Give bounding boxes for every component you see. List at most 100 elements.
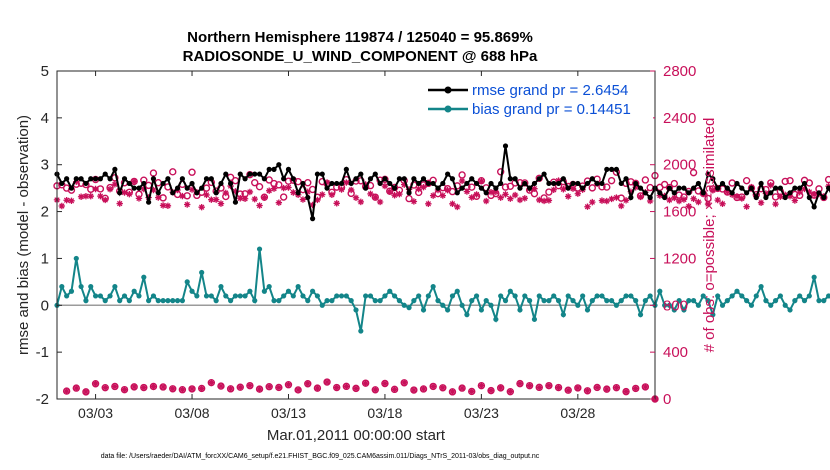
bias-point [338, 293, 345, 299]
bias-point [203, 293, 210, 299]
bias-point [449, 293, 456, 299]
obs-assimilated-bottom-marker [613, 384, 620, 391]
bias-point [126, 298, 132, 304]
obs-assimilated-bottom-marker [401, 379, 408, 386]
bias-point [686, 298, 692, 304]
bias-point [671, 307, 677, 313]
bias-point [748, 302, 755, 308]
obs-assimilated-marker [212, 196, 220, 203]
rmse-point [507, 176, 513, 182]
y-tick-label-right: 2400 [663, 110, 696, 127]
bias-point [546, 298, 552, 304]
obs-assimilated-marker [656, 192, 664, 199]
x-axis-label: Mar.01,2011 00:00:00 start [267, 427, 446, 444]
obs-possible-marker [496, 168, 505, 176]
obs-assimilated-bottom-marker [487, 387, 495, 394]
bias-point [522, 293, 528, 299]
bias-point [324, 298, 330, 304]
obs-assimilated-bottom-marker [323, 378, 331, 386]
bias-point [377, 298, 383, 304]
rmse-point [348, 180, 354, 187]
obs-assimilated-marker [463, 188, 471, 195]
rmse-point [232, 199, 239, 205]
bias-point [425, 293, 431, 299]
y-tick-label-left: 4 [41, 110, 49, 127]
obs-assimilated-bottom-marker [130, 383, 138, 391]
rmse-point [256, 171, 263, 177]
rmse-point [329, 180, 335, 187]
bias-point [772, 298, 779, 304]
rmse-point [189, 180, 195, 187]
obs-assimilated-marker [376, 198, 384, 206]
rmse-point [811, 204, 817, 210]
bias-point [792, 298, 798, 304]
rmse-point [671, 190, 677, 196]
obs-assimilated-marker [304, 188, 311, 196]
bias-point [710, 312, 716, 318]
bias-point [493, 316, 499, 322]
rmse-point [647, 194, 653, 201]
rmse-point [488, 180, 494, 187]
rmse-point [777, 185, 783, 191]
obs-assimilated-bottom-marker [507, 388, 514, 395]
rmse-point [719, 180, 726, 187]
obs-assimilated-bottom-marker [564, 387, 572, 394]
rmse-point [184, 185, 190, 191]
bias-point [498, 293, 504, 299]
obs-assimilated-marker [719, 200, 726, 208]
bias-point [555, 298, 562, 304]
bias-point [551, 293, 557, 299]
rmse-point [131, 185, 137, 191]
legend-rmse-label: rmse grand pr = 2.6454 [472, 82, 628, 99]
rmse-point [575, 180, 581, 187]
obs-possible-marker [279, 193, 288, 201]
obs-assimilated-marker [724, 188, 731, 195]
obs-assimilated-bottom-marker [304, 380, 311, 387]
rmse-point [666, 185, 673, 191]
bias-point [208, 293, 214, 299]
rmse-point [199, 185, 205, 191]
obs-assimilated-marker [111, 181, 119, 188]
bias-point [353, 307, 359, 313]
bias-point [575, 302, 581, 308]
obs-assimilated-marker [622, 197, 630, 204]
rmse-point [801, 180, 808, 187]
obs-assimilated-marker [58, 202, 66, 210]
rmse-point [382, 176, 388, 182]
rmse-point [493, 185, 499, 191]
bias-point [64, 293, 70, 299]
bias-point [782, 302, 788, 308]
obs-assimilated-marker [521, 195, 528, 202]
rmse-point [160, 180, 166, 187]
y-tick-label-right: 400 [663, 344, 688, 361]
obs-assimilated-marker [347, 186, 355, 194]
obs-assimilated-marker [757, 199, 765, 206]
rmse-point [136, 185, 142, 191]
rmse-point [599, 180, 605, 187]
obs-assimilated-marker [328, 191, 336, 198]
chart-title-line-1: Northern Hemisphere 119874 / 125040 = 95… [187, 29, 533, 46]
rmse-point [753, 194, 759, 201]
bias-point [787, 307, 793, 313]
obs-assimilated-marker [444, 186, 451, 194]
obs-assimilated-marker [285, 184, 292, 191]
ticks-layer: -2 -1 0 1 2 3 4 5 0 400 800 1200 1600 2000 2400 2800 03/… [36, 63, 697, 421]
obs-assimilated-marker [208, 196, 215, 203]
obs-assimilated-marker [704, 200, 712, 208]
obs-assimilated-marker [372, 194, 379, 201]
rmse-point [146, 199, 152, 205]
obs-possible-marker [670, 179, 678, 188]
bias-point [734, 288, 740, 294]
obs-assimilated-bottom-marker [526, 382, 533, 389]
rmse-point [194, 190, 200, 196]
rmse-point [391, 185, 398, 191]
bias-point [464, 312, 470, 318]
rmse-point [715, 185, 721, 191]
bias-point [435, 298, 441, 304]
obs-assimilated-marker [232, 188, 239, 195]
obs-assimilated-marker [782, 191, 789, 198]
bias-point [430, 283, 436, 290]
bias-point [445, 307, 451, 313]
obs-assimilated-marker [333, 200, 340, 207]
bias-point [136, 293, 142, 299]
